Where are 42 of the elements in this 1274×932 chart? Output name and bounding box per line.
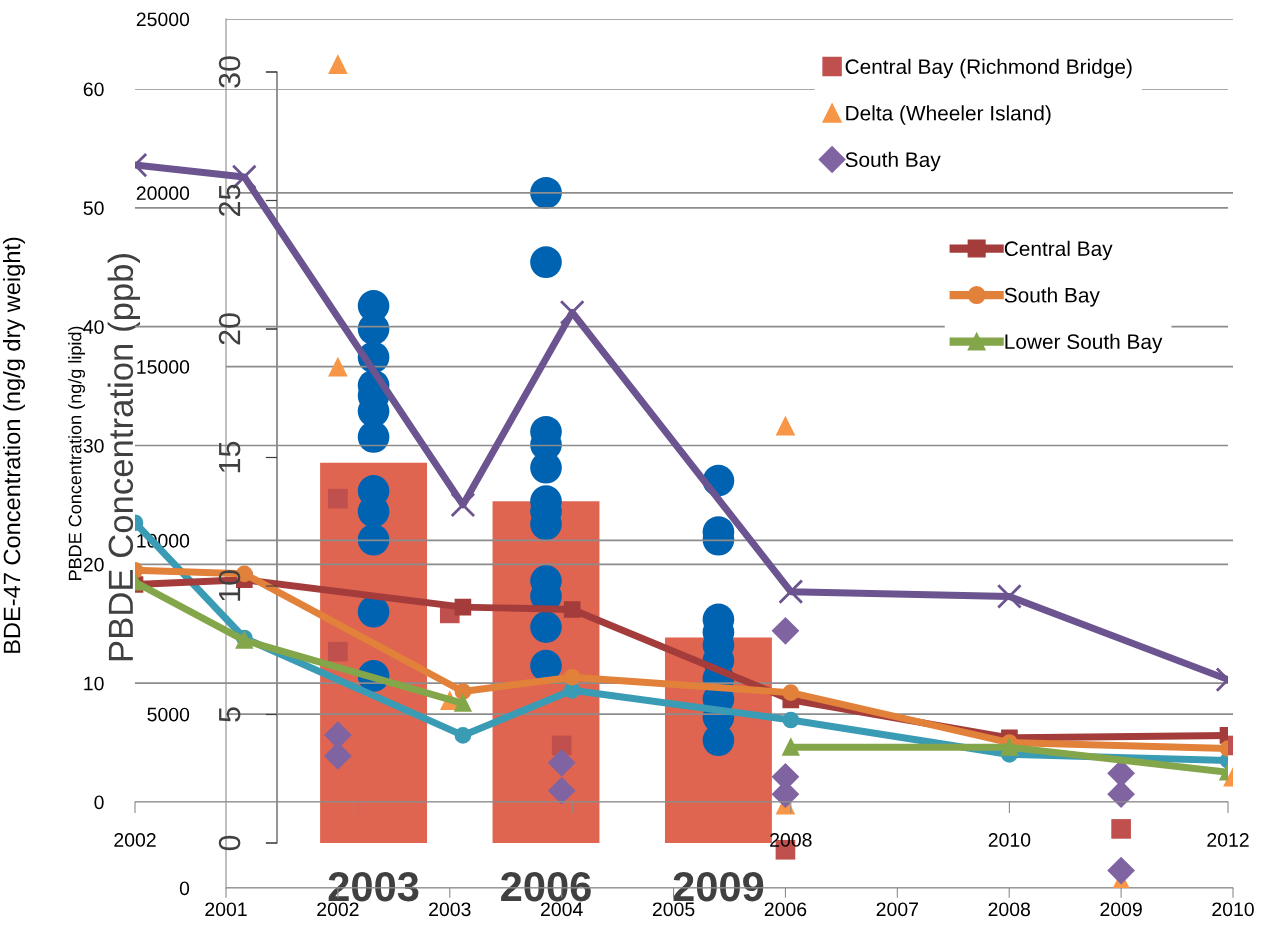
x-tick-label: 2006	[501, 871, 591, 902]
y-tick-label: 25	[218, 184, 241, 216]
y-tick-label: 60	[83, 82, 104, 97]
x-tick-label: 2010	[988, 833, 1031, 847]
y-tick-label: 10	[218, 570, 241, 601]
x-tick-label: 2004	[541, 902, 583, 917]
x-tick-label: 2001	[205, 902, 247, 917]
legend-label: Delta (Wheeler Island)	[846, 105, 1051, 125]
legend-label: South Bay	[1004, 287, 1100, 307]
y-tick-label: 40	[83, 320, 104, 334]
y-tick-label: 0	[94, 795, 104, 810]
x-tick-label: 2002	[114, 833, 156, 847]
y-axis-title: BDE-47 Concentration (ng/g dry weight)	[2, 237, 25, 653]
x-tick-label: 2009	[1100, 902, 1142, 917]
x-tick-label: 2010	[1212, 902, 1254, 917]
y-tick-label: 5	[219, 707, 241, 722]
y-tick-label: 20000	[136, 186, 190, 201]
legend-label: Lower South Bay	[1005, 333, 1163, 354]
x-tick-label: 2007	[876, 902, 918, 917]
x-tick-label: 2003	[429, 902, 471, 917]
legend-label: Central Bay (Richmond Bridge)	[845, 58, 1132, 79]
x-tick-label: 2006	[764, 902, 807, 917]
y-tick-label: 10	[84, 676, 104, 691]
y-tick-label: 30	[83, 438, 104, 453]
x-tick-label: 2012	[1207, 833, 1249, 847]
y-tick-label: 50	[83, 201, 104, 216]
y-tick-label: 20	[83, 557, 104, 572]
legend-label: South Bay	[845, 151, 941, 172]
y-tick-label: 5000	[147, 707, 190, 722]
y-tick-label: 0	[179, 881, 190, 896]
x-tick-label: 2008	[988, 902, 1031, 917]
x-tick-label: 2009	[673, 871, 764, 902]
legend-label: Central Bay	[1004, 240, 1113, 261]
y-tick-label: 30	[218, 56, 241, 88]
y-tick-label: 25000	[136, 12, 190, 27]
x-tick-label: 2003	[328, 871, 419, 902]
x-tick-label: 2002	[317, 902, 359, 917]
y-tick-label: 15000	[137, 360, 190, 374]
y-tick-label: 15	[219, 441, 241, 473]
x-tick-label: 2005	[652, 902, 695, 917]
y-tick-label: 0	[218, 835, 241, 851]
y-tick-label: 20	[218, 313, 241, 345]
